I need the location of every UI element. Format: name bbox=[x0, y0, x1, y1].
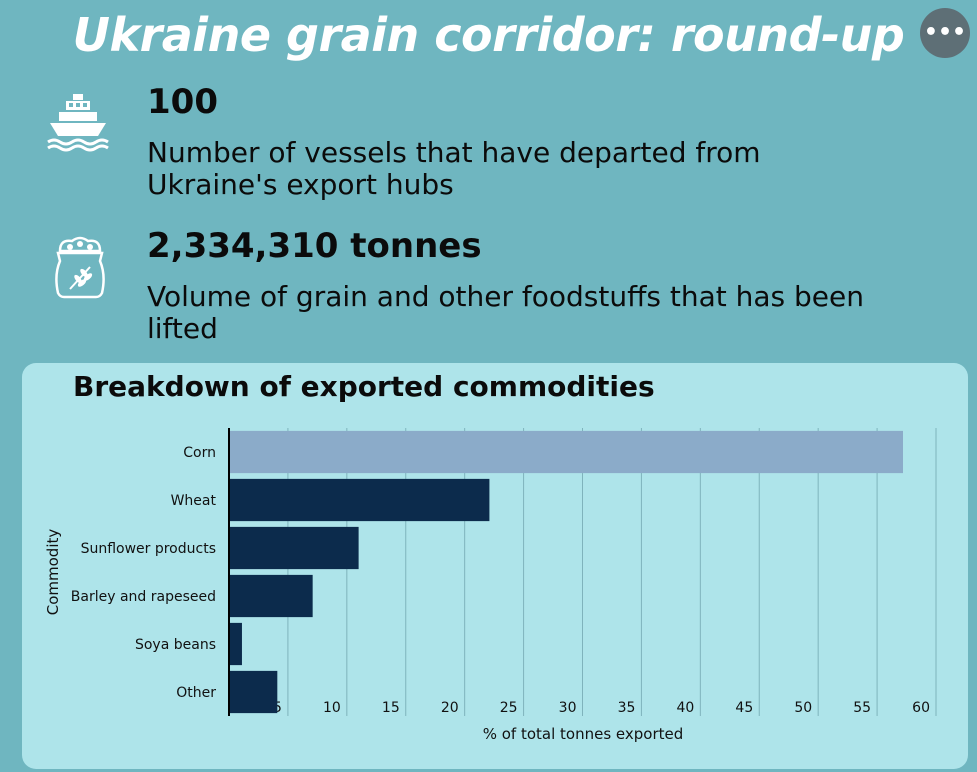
x-axis-title: % of total tonnes exported bbox=[483, 725, 684, 743]
x-tick-label: 40 bbox=[677, 700, 695, 716]
x-tick-label: 20 bbox=[441, 700, 459, 716]
page-title: Ukraine grain corridor: round-up bbox=[72, 8, 905, 62]
vessels-count: 100 bbox=[147, 82, 218, 122]
x-tick-label: 50 bbox=[794, 700, 812, 716]
category-label: Barley and rapeseed bbox=[71, 589, 216, 605]
more-horizontal-icon: ••• bbox=[923, 20, 967, 45]
x-tick-label: 15 bbox=[382, 700, 400, 716]
vessels-description-line-1: Number of vessels that have departed fro… bbox=[147, 136, 761, 169]
x-tick-label: 30 bbox=[559, 700, 577, 716]
x-tick-label: 55 bbox=[853, 700, 871, 716]
category-label: Other bbox=[176, 685, 216, 701]
more-options-button[interactable]: ••• bbox=[920, 8, 970, 58]
bar bbox=[229, 670, 278, 714]
bar bbox=[229, 430, 904, 474]
bar bbox=[229, 526, 359, 570]
vessels-description-line-2: Ukraine's export hubs bbox=[147, 168, 454, 201]
chart-panel bbox=[22, 363, 968, 769]
tonnes-description-line-1: Volume of grain and other foodstuffs tha… bbox=[147, 280, 864, 313]
bar bbox=[229, 622, 242, 666]
bar bbox=[229, 574, 313, 618]
category-label: Soya beans bbox=[135, 637, 216, 653]
x-tick-label: 25 bbox=[500, 700, 518, 716]
x-tick-label: 35 bbox=[618, 700, 636, 716]
x-tick-label: 5 bbox=[273, 700, 282, 716]
bar bbox=[229, 478, 490, 522]
y-axis-title: Commodity bbox=[44, 529, 62, 616]
x-tick-label: 60 bbox=[912, 700, 930, 716]
category-label: Corn bbox=[183, 445, 216, 461]
grain-sack-icon bbox=[55, 236, 105, 299]
x-tick-label: 10 bbox=[323, 700, 341, 716]
x-tick-label: 45 bbox=[735, 700, 753, 716]
ship-icon bbox=[47, 94, 109, 152]
category-label: Sunflower products bbox=[81, 541, 216, 557]
tonnes-description: Volume of grain and other foodstuffs tha… bbox=[147, 281, 927, 345]
vessels-description: Number of vessels that have departed fro… bbox=[147, 137, 927, 201]
tonnes-total: 2,334,310 tonnes bbox=[147, 226, 482, 266]
category-label: Wheat bbox=[171, 493, 217, 509]
tonnes-description-line-2: lifted bbox=[147, 312, 218, 345]
chart-title: Breakdown of exported commodities bbox=[73, 370, 655, 403]
